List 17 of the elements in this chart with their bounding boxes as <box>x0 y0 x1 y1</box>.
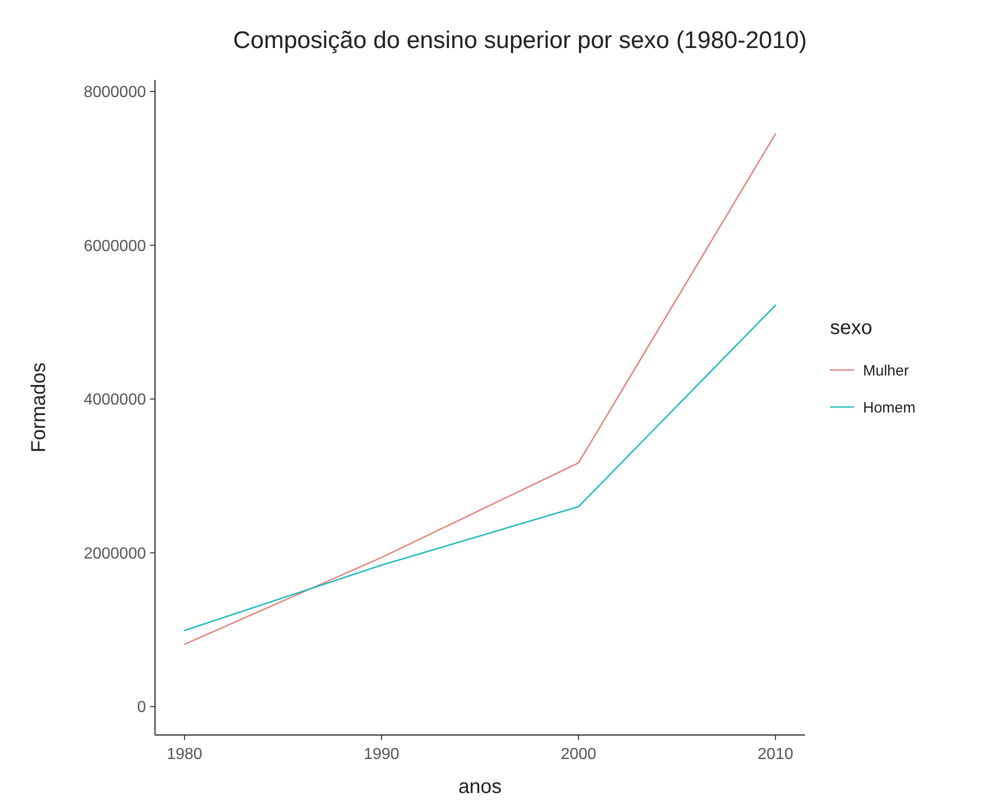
legend-label: Homem <box>863 399 916 416</box>
x-axis-title: anos <box>458 776 502 798</box>
x-tick-label: 1980 <box>166 746 202 763</box>
y-tick-label: 8000000 <box>84 84 146 102</box>
y-tick-label: 0 <box>137 699 146 716</box>
y-tick-label: 6000000 <box>84 238 146 255</box>
y-axis-title: Formados <box>28 362 50 453</box>
line-series <box>184 304 776 632</box>
x-tick-label: 2000 <box>560 746 596 763</box>
line-series <box>184 133 776 645</box>
x-tick-label: 2010 <box>758 746 794 763</box>
legend-label: Mulher <box>863 362 909 380</box>
chart-title: Composição do ensino superior por sexo (1980-2010) <box>233 27 807 54</box>
legend-title: sexo <box>830 317 872 339</box>
y-tick-label: 2000000 <box>84 545 146 562</box>
x-tick-label: 1990 <box>364 746 400 763</box>
y-tick-label: 4000000 <box>84 392 146 409</box>
